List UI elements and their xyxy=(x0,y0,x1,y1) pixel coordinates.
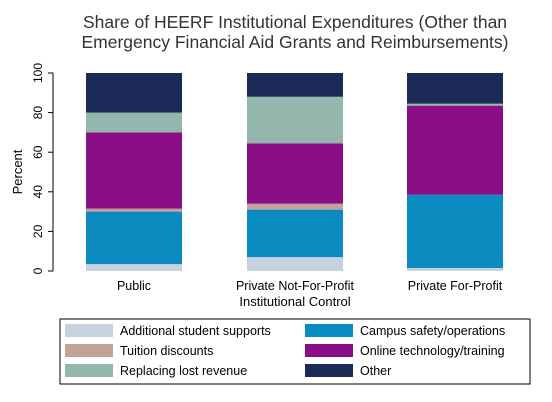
x-tick-label: Private For-Profit xyxy=(408,279,503,293)
bar-segment xyxy=(407,73,503,104)
y-axis: 0 20 40 60 80 100 xyxy=(31,63,54,274)
legend-label: Additional student supports xyxy=(120,324,271,338)
bar-segment xyxy=(86,208,182,212)
y-tick-label: 80 xyxy=(31,106,45,120)
y-tick-label: 0 xyxy=(31,267,45,274)
bar-segment xyxy=(86,112,182,133)
legend-label: Online technology/training xyxy=(360,344,505,358)
x-tick-label: Private Not-For-Profit xyxy=(236,279,355,293)
legend-label: Other xyxy=(360,364,391,378)
legend-label: Replacing lost revenue xyxy=(120,364,247,378)
x-axis: Public Private Not-For-Profit Private For-… xyxy=(117,279,503,309)
legend-swatch xyxy=(65,364,113,377)
y-tick-label: 60 xyxy=(31,145,45,159)
bar-segment xyxy=(407,268,503,271)
legend-swatch xyxy=(305,364,353,377)
legend-swatch xyxy=(65,344,113,357)
bar-segment xyxy=(86,264,182,271)
bar-segment xyxy=(407,103,503,106)
y-tick-label: 20 xyxy=(31,224,45,238)
bar-segment xyxy=(86,73,182,113)
legend-swatch xyxy=(305,344,353,357)
bar-segment xyxy=(407,105,503,195)
bar-segment xyxy=(407,194,503,269)
legend-box xyxy=(59,318,531,385)
legend-label: Tuition discounts xyxy=(120,344,213,358)
bar-segment xyxy=(247,73,343,97)
y-axis-title: Percent xyxy=(10,149,25,194)
chart-title-line: Emergency Financial Aid Grants and Reimb… xyxy=(82,32,509,52)
bar-segment xyxy=(247,209,343,258)
plot-area: 0 20 40 60 80 100 Public Private Not-For-Profi… xyxy=(31,62,531,309)
legend-label: Campus safety/operations xyxy=(360,324,505,338)
bar-segment xyxy=(247,96,343,144)
y-tick-label: 40 xyxy=(31,185,45,199)
legend-swatch xyxy=(65,324,113,337)
chart-title-line: Share of HEERF Institutional Expenditure… xyxy=(83,12,507,32)
legend-swatch xyxy=(305,324,353,337)
bar-segment xyxy=(247,257,343,271)
bar-segment xyxy=(86,211,182,265)
bar-segment xyxy=(247,203,343,210)
chart-title: Share of HEERF Institutional Expenditure… xyxy=(82,12,509,52)
bar-segment xyxy=(86,132,182,209)
bars xyxy=(86,73,503,271)
y-tick-label: 100 xyxy=(31,63,45,83)
bar-segment xyxy=(247,143,343,204)
x-axis-title: Institutional Control xyxy=(239,294,350,309)
legend: Additional student supports Campus safety… xyxy=(59,318,531,385)
x-tick-label: Public xyxy=(117,279,151,293)
